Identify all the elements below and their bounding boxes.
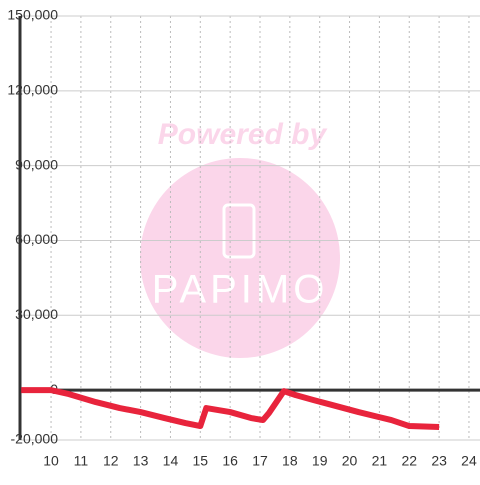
x-tick-label: 18 bbox=[282, 453, 298, 469]
watermark-text: Powered by bbox=[158, 118, 328, 151]
y-tick-label: 30,000 bbox=[15, 306, 58, 322]
x-tick-label: 24 bbox=[461, 453, 477, 469]
x-tick-label: 16 bbox=[222, 453, 238, 469]
y-tick-label: 60,000 bbox=[15, 231, 58, 247]
x-tick-label: 21 bbox=[372, 453, 388, 469]
x-tick-label: 19 bbox=[312, 453, 328, 469]
x-tick-label: 14 bbox=[163, 453, 179, 469]
y-tick-label: -20,000 bbox=[11, 431, 59, 447]
x-tick-label: 20 bbox=[342, 453, 358, 469]
x-tick-label: 10 bbox=[43, 453, 59, 469]
x-tick-label: 15 bbox=[193, 453, 209, 469]
y-tick-label: 90,000 bbox=[15, 156, 58, 172]
x-tick-label: 17 bbox=[252, 453, 268, 469]
y-tick-label: 150,000 bbox=[7, 7, 58, 23]
watermark-logo: PAPIMO bbox=[152, 268, 329, 312]
watermark-phone bbox=[222, 203, 256, 259]
x-tick-label: 12 bbox=[103, 453, 119, 469]
x-tick-label: 13 bbox=[133, 453, 149, 469]
x-tick-label: 23 bbox=[431, 453, 447, 469]
x-tick-label: 22 bbox=[401, 453, 417, 469]
line bbox=[21, 387, 440, 431]
x-tick-label: 11 bbox=[74, 453, 89, 469]
y-tick-label: 120,000 bbox=[7, 82, 58, 98]
